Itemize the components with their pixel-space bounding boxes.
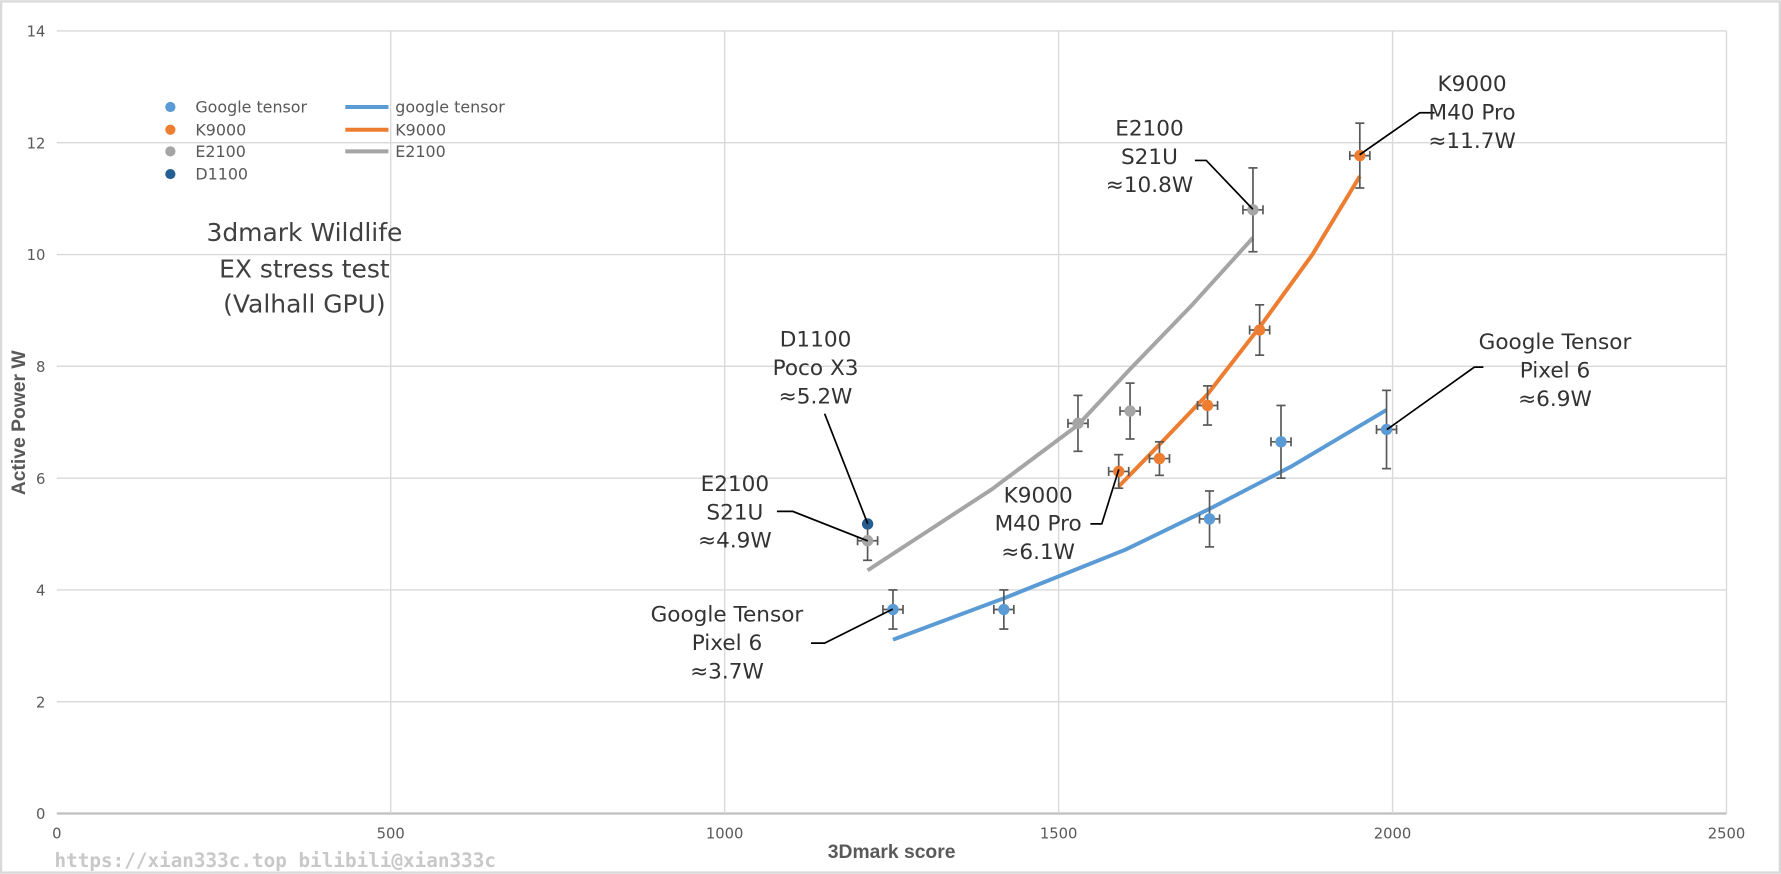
annotation-leader-line	[1386, 366, 1484, 431]
annotation: E2100 S21U ≈10.8W	[1106, 116, 1254, 210]
annotation-text: K9000	[1438, 72, 1507, 97]
annotation: K9000 M40 Pro ≈11.7W	[1359, 72, 1516, 156]
x-tick-label: 1000	[706, 826, 744, 843]
annotation: Google Tensor Pixel 6 ≈3.7W	[651, 603, 894, 684]
annotation-leader-line	[1359, 111, 1435, 156]
data-point-e2100	[1124, 405, 1136, 417]
annotation-text: Google Tensor	[651, 603, 804, 628]
annotation-leader-line	[823, 413, 869, 525]
data-point-google-tensor	[1380, 423, 1393, 436]
annotation-leader-line	[776, 510, 869, 542]
legend-label: E2100	[395, 142, 445, 161]
error-bar	[1198, 490, 1221, 548]
data-point-d1100	[861, 518, 874, 530]
y-tick-label: 2	[36, 694, 45, 711]
y-tick-label: 6	[36, 471, 45, 488]
y-tick-label: 0	[36, 806, 45, 823]
title-line: (Valhall GPU)	[223, 290, 385, 319]
annotation-text: Google Tensor	[1479, 330, 1632, 355]
x-tick-label: 500	[377, 826, 405, 843]
trendline-google-tensor	[892, 408, 1388, 642]
title-line: 3dmark Wildlife	[206, 218, 402, 247]
title-line: EX stress test	[219, 254, 390, 283]
y-tick-label: 12	[27, 135, 46, 152]
data-point-google-tensor	[1203, 513, 1216, 525]
annotation-leader-line	[810, 608, 894, 645]
annotation-text: K9000	[1004, 483, 1073, 508]
annotation-text: ≈10.8W	[1106, 173, 1193, 198]
legend-marker-k9000	[165, 124, 176, 135]
annotation-text: ≈6.9W	[1518, 387, 1592, 412]
data-point-k9000	[1253, 324, 1266, 336]
data-point-e2100	[1072, 417, 1084, 430]
legend-marker-e2100	[165, 146, 176, 157]
annotation: D1100 Poco X3 ≈5.2W	[773, 328, 869, 525]
annotation-text: Pixel 6	[692, 631, 763, 656]
annotation-text: Pixel 6	[1520, 358, 1591, 383]
x-tick-label: 2500	[1708, 826, 1746, 843]
y-tick-label: 8	[36, 359, 45, 376]
annotation-text: S21U	[706, 500, 763, 525]
legend-label: google tensor	[395, 98, 505, 117]
annotation-text: ≈3.7W	[690, 659, 764, 684]
annotation-leader-line	[1090, 469, 1120, 525]
legend-label: K9000	[395, 120, 446, 139]
legend: Google tensor K9000 E2100 D1100 google t…	[165, 98, 505, 184]
legend-label: D1100	[195, 165, 248, 184]
legend-marker-d1100	[165, 168, 176, 180]
data-point-google-tensor	[998, 603, 1010, 616]
legend-label: Google tensor	[195, 98, 307, 117]
watermark: https://xian333c.top bilibili@xian333c	[55, 849, 496, 872]
annotation-text: E2100	[1115, 116, 1184, 141]
chart-title: 3dmark Wildlife EX stress test (Valhall …	[206, 218, 402, 319]
x-tick-label: 0	[52, 826, 61, 843]
x-tick-label: 2000	[1374, 826, 1412, 843]
annotation-text: ≈5.2W	[779, 384, 853, 409]
x-axis-label: 3Dmark score	[828, 842, 956, 863]
data-point-k9000	[1153, 452, 1166, 465]
y-axis-label: Active Power W	[9, 350, 30, 496]
y-tick-label: 14	[27, 24, 46, 41]
annotation-text: M40 Pro	[995, 512, 1082, 537]
annotation: Google Tensor Pixel 6 ≈6.9W	[1386, 330, 1632, 431]
data-point-google-tensor	[1275, 436, 1287, 448]
trendline-e2100	[866, 236, 1255, 573]
annotation-text: Poco X3	[773, 356, 859, 381]
annotation-text: S21U	[1121, 145, 1178, 170]
annotation-text: ≈11.7W	[1428, 129, 1515, 154]
y-tick-label: 10	[27, 247, 46, 264]
legend-marker-google-tensor	[165, 101, 176, 113]
data-point-k9000	[1201, 399, 1214, 412]
annotation-text: E2100	[701, 472, 770, 497]
x-tick-label: 1500	[1040, 826, 1078, 843]
legend-label: E2100	[195, 142, 245, 161]
annotation-text: ≈4.9W	[698, 529, 772, 554]
annotation-leader-line	[1194, 159, 1254, 210]
y-tick-label: 4	[36, 583, 45, 600]
annotation-text: D1100	[780, 328, 852, 353]
annotation-text: M40 Pro	[1428, 101, 1515, 126]
legend-label: K9000	[195, 120, 246, 139]
annotation: K9000 M40 Pro ≈6.1W	[995, 469, 1120, 565]
annotation-text: ≈6.1W	[1001, 540, 1075, 565]
annotation: E2100 S21U ≈4.9W	[698, 472, 869, 554]
trendline-k9000	[1117, 175, 1362, 488]
